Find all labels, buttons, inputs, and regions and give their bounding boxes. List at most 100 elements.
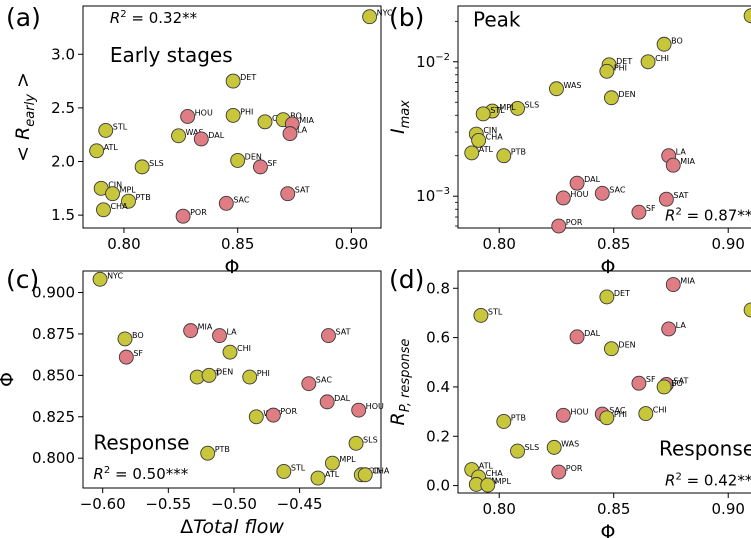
point-was (248, 409, 264, 425)
point-label-hou: HOU (195, 108, 213, 117)
x-tick-label: 0.80 (483, 235, 516, 253)
y-tick-label: 0.900 (32, 284, 75, 302)
y-tick-label: 0.800 (32, 449, 75, 467)
point-label-det: DET (614, 289, 630, 298)
point-ptb (496, 414, 512, 429)
point-label-sls: SLS (149, 159, 164, 168)
point-label-was: WAS (186, 128, 204, 137)
point-label-sac: SAC (609, 406, 626, 415)
axes-frame (82, 270, 382, 489)
point-sf (631, 375, 647, 391)
point-label-chi: CHI (653, 406, 667, 415)
point-stl (475, 106, 491, 122)
point-label-chi: CHI (655, 54, 669, 63)
point-label-ptb: PTB (511, 413, 526, 422)
point-por (551, 464, 567, 480)
point-label-stl: STL (291, 463, 306, 472)
point-bo (117, 331, 133, 347)
point-chi (638, 406, 654, 422)
point-label-stl: STL (113, 122, 128, 131)
point-hou (180, 109, 196, 124)
point-label-mpl: MPL (499, 103, 516, 112)
point-label-la: LA (676, 321, 687, 330)
panel-title: Peak (473, 7, 521, 31)
y-tick-label: 0.825 (32, 408, 75, 426)
point-det (599, 289, 615, 305)
point-la (212, 328, 227, 344)
point-label-sac: SAC (233, 195, 250, 204)
point-cha (471, 132, 487, 148)
r2-annotation: R2 = 0.32** (110, 9, 198, 27)
point-chi (257, 114, 273, 130)
y-tick-label: 0.0 (426, 477, 450, 495)
panel-letter: (a) (6, 3, 41, 32)
point-label-por: POR (566, 464, 583, 473)
panel-title: Early stages (110, 43, 233, 67)
point-label-cha: CHA (110, 202, 128, 211)
point-sf (118, 349, 134, 365)
x-tick-label: 0.90 (712, 500, 745, 518)
point-nyc (743, 302, 751, 318)
panel-title: Response (93, 430, 189, 454)
point-bo (656, 36, 672, 52)
point-sac (301, 376, 317, 392)
point-sat (321, 328, 336, 344)
point-label-cha: CHA (486, 132, 504, 141)
point-label-atl: ATL (325, 470, 340, 479)
point-label-por: POR (190, 208, 207, 217)
point-phi (599, 410, 615, 426)
point-phi (242, 369, 258, 385)
point-label-sac: SAC (316, 376, 333, 385)
point-den (603, 341, 619, 357)
point-dal (193, 131, 209, 147)
point-label-phi: PHI (240, 107, 253, 116)
point-label-den: DEN (618, 341, 635, 350)
point-label-dal: DAL (208, 131, 224, 140)
point-label-sf: SF (646, 375, 656, 384)
point-label-nyc: NYC (107, 271, 123, 280)
point-label-por: POR (566, 218, 583, 227)
point-label-chi: CHI (237, 344, 251, 353)
point-den (603, 90, 619, 106)
point-hou (555, 190, 571, 206)
point-label-mpl: MPL (120, 186, 137, 195)
point-mpl (324, 455, 340, 471)
x-tick-label: 0.90 (712, 235, 745, 253)
point-sf (631, 204, 647, 220)
point-mia (665, 157, 681, 173)
point-label-dal: DAL (334, 394, 350, 403)
point-stl (98, 122, 114, 138)
point-label-sat: SAT (335, 328, 350, 337)
point-label-dal: DAL (584, 175, 600, 184)
point-was (549, 81, 564, 97)
x-tick-label: −0.50 (211, 495, 257, 513)
r2-annotation: R2 = 0.50*** (93, 465, 188, 483)
panel-title: Response (659, 437, 751, 461)
point-label-dal: DAL (584, 329, 600, 338)
axes-frame (457, 5, 751, 229)
point-label-hou: HOU (570, 190, 588, 199)
point-label-sac: SAC (609, 185, 626, 194)
point-stl (473, 307, 489, 323)
point-chi (222, 344, 238, 360)
point-sls (510, 100, 525, 116)
point-nyc (743, 8, 751, 24)
panel-c: (c) −0.60 −0.55 −0.50 −0.45 0.800 0.825 0.850 0.… (0, 265, 390, 538)
point-ptb (496, 148, 512, 164)
point-label-was: WAS (563, 81, 581, 90)
point-por (265, 407, 281, 423)
point-sls (348, 435, 364, 451)
point-label-atl: ATL (479, 145, 494, 154)
point-den (230, 152, 246, 168)
point-ptb (200, 445, 216, 461)
point-dal (569, 329, 585, 345)
r2-annotation: R2 = 0.42*** (665, 472, 751, 490)
x-tick-label: 0.85 (597, 235, 630, 253)
point-label-atl: ATL (479, 462, 494, 471)
point-label-cha: CHA (372, 467, 390, 476)
point-sls (510, 443, 525, 459)
y-tick-label: 10−3 (416, 186, 450, 205)
point-label-den: DEN (618, 90, 635, 99)
point-sac (218, 195, 234, 211)
point-det (225, 73, 241, 89)
